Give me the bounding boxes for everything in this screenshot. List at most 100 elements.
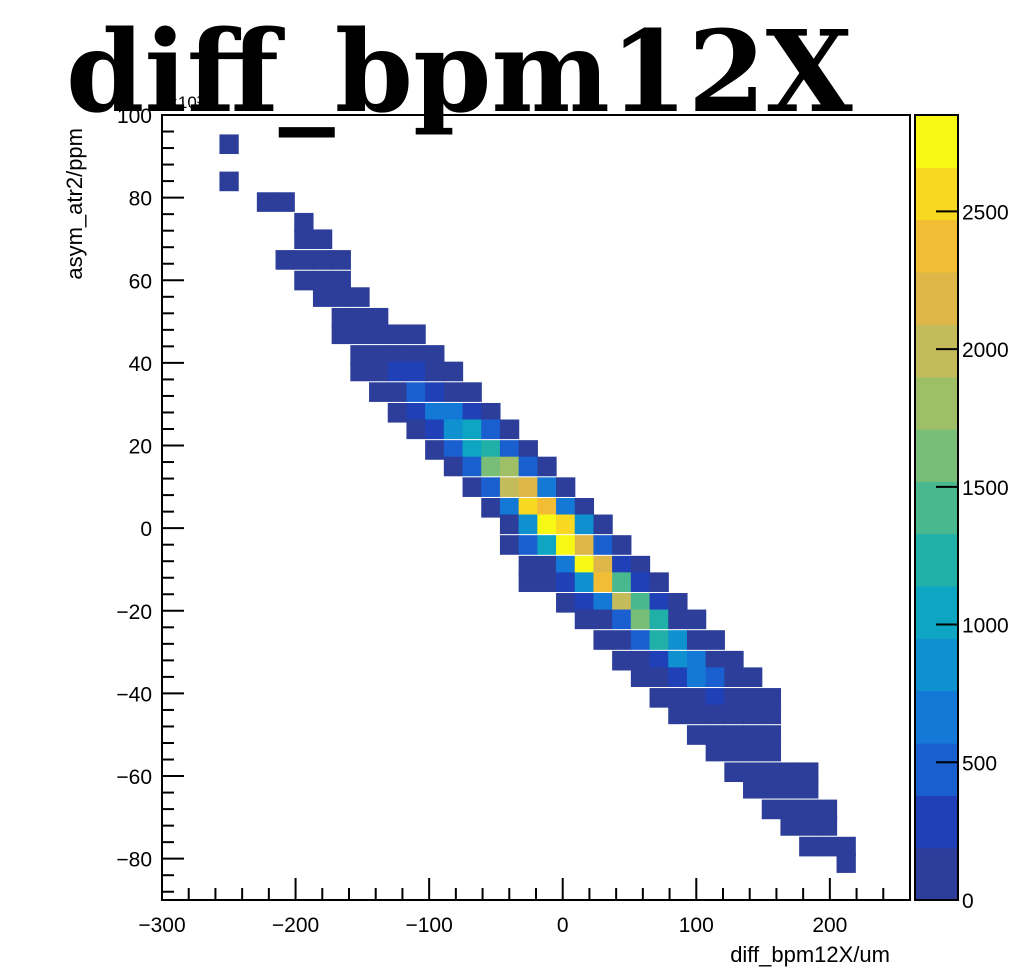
heatmap-bin — [444, 457, 463, 477]
heatmap-bin — [593, 610, 612, 630]
heatmap-bin — [706, 705, 725, 725]
heatmap-bin — [294, 250, 313, 270]
palette-band — [915, 115, 958, 168]
heatmap-bin — [631, 667, 650, 687]
heatmap-bin — [481, 457, 500, 477]
heatmap-bin — [687, 667, 706, 687]
heatmap-bin — [276, 250, 295, 270]
x-tick-label: −100 — [405, 914, 452, 937]
heatmap-bin — [593, 515, 612, 535]
heatmap-bin — [369, 324, 388, 344]
heatmap-bin — [687, 630, 706, 650]
palette-band — [915, 691, 958, 744]
heatmap-bin — [369, 382, 388, 402]
palette-band — [915, 743, 958, 796]
heatmap-bin — [762, 800, 781, 820]
y-tick-label: −60 — [116, 766, 152, 789]
heatmap-bin — [631, 610, 650, 630]
heatmap-bin — [537, 535, 556, 555]
heatmap-bin — [257, 192, 276, 212]
palette-band — [915, 534, 958, 587]
heatmap-bin — [668, 610, 687, 630]
heatmap-bin — [500, 477, 519, 497]
heatmap-bin — [313, 229, 332, 249]
heatmap-bin — [762, 742, 781, 762]
heatmap-bin — [724, 667, 743, 687]
heatmap-bin — [369, 362, 388, 382]
palette-tick-label: 1500 — [962, 477, 1009, 500]
y-tick-label: 80 — [129, 188, 152, 211]
y-tick-label: 60 — [129, 270, 152, 293]
heatmap-bin — [463, 457, 482, 477]
heatmap-bin — [425, 362, 444, 382]
heatmap-bin — [463, 420, 482, 440]
heatmap-bin — [406, 362, 425, 382]
x-tick-label: 0 — [557, 914, 569, 937]
heatmap-bin — [406, 324, 425, 344]
heatmap-bin — [724, 742, 743, 762]
heatmap-bin — [687, 610, 706, 630]
heatmap-bin — [724, 762, 743, 782]
heatmap-bin — [332, 287, 351, 307]
heatmap-bin — [575, 515, 594, 535]
heatmap-bin — [519, 535, 538, 555]
heatmap-bin — [425, 420, 444, 440]
heatmap-bin — [668, 630, 687, 650]
palette-band — [915, 795, 958, 848]
heatmap-bin — [556, 572, 575, 592]
palette-tick-label: 2000 — [962, 339, 1009, 362]
heatmap-bin — [350, 362, 369, 382]
palette-band — [915, 481, 958, 534]
heatmap-bin — [481, 477, 500, 497]
y-tick-label: −40 — [116, 683, 152, 706]
heatmap-bin — [463, 477, 482, 497]
palette-tick-label: 2500 — [962, 201, 1009, 224]
x-axis-title: diff_bpm12X/um — [730, 942, 890, 967]
y-tick-label: −20 — [116, 601, 152, 624]
heatmap-bin — [837, 853, 856, 873]
heatmap-bin — [799, 779, 818, 799]
heatmap-bin — [481, 420, 500, 440]
heatmap-bin — [575, 572, 594, 592]
heatmap-bin — [780, 779, 799, 799]
x-tick-label: 100 — [679, 914, 714, 937]
heatmap-bin — [593, 572, 612, 592]
palette-band — [915, 220, 958, 273]
y-axis-title: asym_atr2/ppm — [62, 128, 87, 280]
heatmap-bin — [500, 535, 519, 555]
heatmap-bin — [313, 250, 332, 270]
heatmap-bin — [406, 382, 425, 402]
heatmap-bin — [762, 705, 781, 725]
heatmap-bin — [593, 630, 612, 650]
heatmap-bin — [612, 651, 631, 671]
heatmap-bin — [350, 324, 369, 344]
heatmap-bin — [818, 816, 837, 836]
y-tick-label: 40 — [129, 353, 152, 376]
heatmap-bin — [743, 705, 762, 725]
heatmap-bin — [631, 630, 650, 650]
palette-tick-label: 0 — [962, 890, 974, 913]
heatmap-bin — [388, 324, 407, 344]
palette-tick-label: 500 — [962, 752, 997, 775]
heatmap-bin — [500, 515, 519, 535]
heatmap-bin — [519, 457, 538, 477]
heatmap-bin — [425, 382, 444, 402]
heatmap-bin — [799, 837, 818, 857]
x-tick-label: 200 — [812, 914, 847, 937]
heatmap-bin — [706, 630, 725, 650]
heatmap-bin — [481, 498, 500, 518]
palette-band — [915, 272, 958, 325]
heatmap-bin — [706, 667, 725, 687]
y-tick-label: −80 — [116, 849, 152, 872]
heatmap-bin — [425, 440, 444, 460]
color-palette — [915, 115, 958, 901]
palette-band — [915, 324, 958, 377]
heatmap-bin — [743, 742, 762, 762]
palette-band — [915, 848, 958, 901]
heatmap-bin — [593, 535, 612, 555]
heatmap-bin — [519, 572, 538, 592]
heatmap-bin — [650, 572, 669, 592]
heatmap-bin — [762, 779, 781, 799]
heatmap-bin — [219, 172, 238, 192]
